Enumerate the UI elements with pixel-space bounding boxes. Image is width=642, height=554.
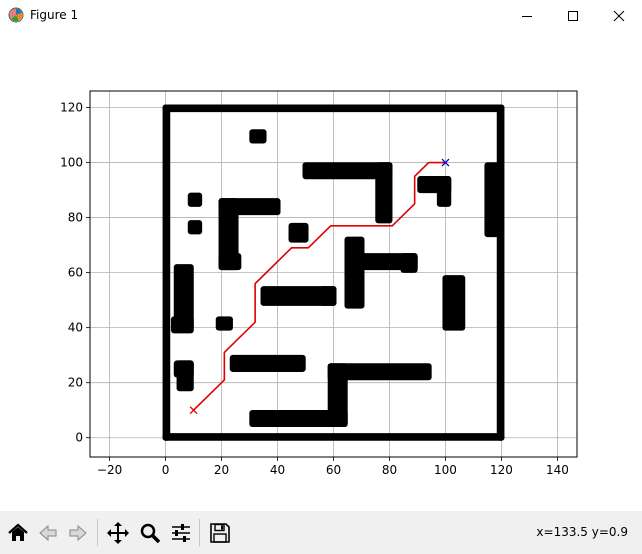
marker-stroke xyxy=(189,406,198,415)
obstacles xyxy=(162,104,505,441)
zoom-icon xyxy=(140,523,160,543)
goal-marker xyxy=(441,158,450,167)
obstacle xyxy=(229,354,306,372)
path-series xyxy=(192,161,446,411)
zoom-button[interactable] xyxy=(136,519,163,546)
navigation-toolbar: x=133.5 y=0.9 xyxy=(0,511,642,554)
close-icon xyxy=(613,10,625,21)
y-tick-label: 40 xyxy=(68,321,83,335)
back-button[interactable] xyxy=(34,519,61,546)
cursor-coordinates: x=133.5 y=0.9 xyxy=(536,525,628,539)
boundary-wall-right xyxy=(496,104,505,441)
back-icon xyxy=(38,524,56,541)
y-tick-label: 80 xyxy=(68,211,83,225)
x-tick-label: 0 xyxy=(162,463,170,477)
configure-subplots-icon xyxy=(171,523,190,542)
minimize-button[interactable] xyxy=(504,0,550,31)
ticks: −20 0 20 40 60 80 100 120 140 0 20 40 60 80 100 120 xyxy=(60,101,569,477)
obstacle xyxy=(344,236,365,309)
obstacle xyxy=(249,129,267,144)
toolbar-separator xyxy=(97,519,98,546)
save-icon xyxy=(209,522,230,543)
markers xyxy=(189,158,450,415)
obstacle xyxy=(187,220,203,235)
obstacle xyxy=(187,192,203,207)
figure-canvas[interactable]: −20 0 20 40 60 80 100 120 140 0 20 40 60 80 100 120 xyxy=(0,31,642,511)
x-tick-label: 60 xyxy=(326,463,341,477)
obstacle xyxy=(170,316,194,334)
home-button[interactable] xyxy=(4,519,31,546)
obstacle xyxy=(302,162,393,180)
obstacle xyxy=(319,286,337,306)
obstacle xyxy=(344,253,418,271)
forward-icon xyxy=(69,524,87,541)
obstacle xyxy=(442,275,466,331)
save-button[interactable] xyxy=(206,519,233,546)
y-tick-label: 0 xyxy=(75,431,83,445)
obstacle xyxy=(375,162,393,224)
boundary-wall-bottom xyxy=(162,433,505,441)
window-title: Figure 1 xyxy=(30,8,79,22)
obstacle xyxy=(215,316,233,331)
obstacle xyxy=(176,360,194,392)
pan-icon xyxy=(106,521,129,544)
obstacle xyxy=(327,363,432,381)
x-tick-label: −20 xyxy=(97,463,122,477)
obstacle xyxy=(260,286,337,306)
path-planning-plot: −20 0 20 40 60 80 100 120 140 0 20 40 60 80 100 120 xyxy=(60,90,578,477)
y-tick-label: 100 xyxy=(60,156,83,170)
configure-subplots-button[interactable] xyxy=(167,519,194,546)
pan-button[interactable] xyxy=(104,519,131,546)
obstacle xyxy=(173,264,194,331)
obstacle xyxy=(218,198,239,271)
x-tick-label: 120 xyxy=(490,463,513,477)
home-icon xyxy=(7,523,28,541)
y-tick-label: 60 xyxy=(68,266,83,280)
minimize-icon xyxy=(522,15,532,17)
y-tick-label: 20 xyxy=(68,376,83,390)
marker-stroke xyxy=(441,158,450,167)
maximize-button[interactable] xyxy=(550,0,596,31)
forward-button[interactable] xyxy=(64,519,91,546)
obstacle xyxy=(288,222,309,243)
boundary-wall-left xyxy=(162,104,171,441)
x-tick-label: 140 xyxy=(546,463,569,477)
x-tick-label: 20 xyxy=(214,463,229,477)
obstacle xyxy=(249,409,348,427)
obstacle xyxy=(218,253,242,271)
y-tick-label: 120 xyxy=(60,101,83,115)
boundary-wall-top xyxy=(162,104,505,113)
toolbar-separator xyxy=(199,519,200,546)
x-tick-label: 80 xyxy=(382,463,397,477)
matplotlib-icon xyxy=(8,7,24,23)
obstacle xyxy=(400,253,418,273)
x-tick-label: 40 xyxy=(270,463,285,477)
obstacle xyxy=(484,162,502,238)
x-tick-label: 100 xyxy=(434,463,457,477)
close-button[interactable] xyxy=(596,0,642,31)
maximize-icon xyxy=(568,10,578,21)
title-bar: Figure 1 xyxy=(0,0,642,31)
start-marker xyxy=(189,406,198,415)
obstacle xyxy=(436,176,452,207)
planned-path-line xyxy=(192,161,446,411)
